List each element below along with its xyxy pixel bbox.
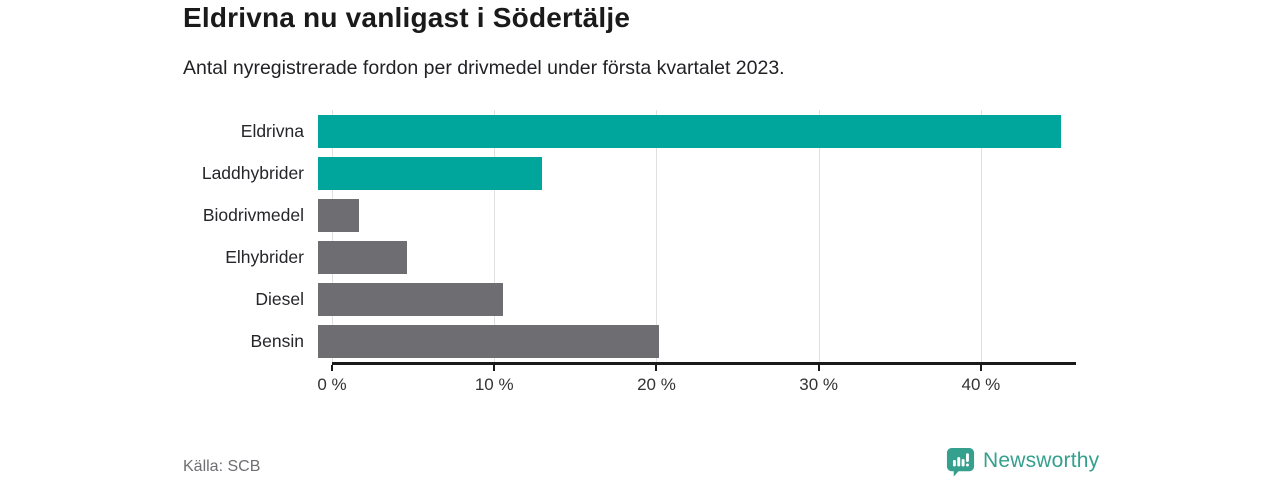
newsworthy-logo-icon (946, 447, 975, 477)
bar-diesel (318, 283, 503, 317)
chart-title: Eldrivna nu vanligast i Södertälje (183, 2, 631, 33)
bar-laddhybrider (318, 156, 542, 190)
bar-eldrivna (318, 114, 1061, 148)
tick-mark-40 (979, 364, 982, 371)
newsworthy-wordmark: Newsworthy (983, 449, 1100, 472)
bar-rows: Eldrivna Laddhybrider Biodrivmedel Elhybrid… (183, 110, 1075, 363)
bar-row: Laddhybrider (183, 152, 1075, 194)
bar-track (318, 279, 1061, 321)
category-label: Bensin (250, 331, 304, 352)
bar-track (318, 110, 1061, 152)
bar-row: Bensin (183, 321, 1075, 363)
x-axis-ticks: 0 % 10 % 20 % 30 % 40 % (317, 364, 1075, 405)
bar-track (318, 321, 1061, 363)
x-axis-line (332, 362, 1076, 365)
source-note: Källa: SCB (183, 458, 261, 475)
axis-tick-label: 30 % (799, 374, 839, 394)
bar-elhybrider (318, 241, 408, 275)
chart-subtitle: Antal nyregistrerade fordon per drivmede… (183, 57, 785, 79)
axis-tick-label: 0 % (317, 374, 347, 394)
newsworthy-logo: Newsworthy (945, 445, 1099, 477)
bar-biodrivmedel (318, 198, 359, 232)
bar-row: Elhybrider (183, 236, 1075, 278)
category-label: Eldrivna (240, 120, 304, 141)
tick-mark-0 (331, 364, 333, 371)
axis-tick-label: 20 % (637, 374, 676, 394)
bar-row: Diesel (183, 279, 1075, 321)
gridline-30 (818, 110, 820, 363)
category-label: Laddhybrider (201, 162, 304, 183)
axis-tick-label: 40 % (961, 374, 1001, 394)
bar-track (318, 152, 1061, 194)
gridline-10 (494, 110, 496, 363)
gridline-0 (332, 110, 333, 363)
tick-mark-30 (817, 364, 820, 371)
bar-row: Biodrivmedel (183, 194, 1075, 236)
gridline-40 (980, 110, 982, 363)
bar-track (318, 236, 1061, 278)
category-label: Diesel (255, 289, 304, 310)
tick-mark-10 (493, 364, 496, 371)
bar-bensin (318, 325, 659, 359)
category-label: Biodrivmedel (202, 204, 304, 225)
category-label: Elhybrider (225, 247, 304, 268)
bar-track (318, 194, 1061, 236)
plot-area (332, 110, 1075, 363)
bar-chart: Eldrivna Laddhybrider Biodrivmedel Elhybrid… (183, 110, 1076, 410)
bar-row: Eldrivna (183, 110, 1075, 152)
tick-mark-20 (655, 364, 658, 371)
axis-tick-label: 10 % (474, 374, 514, 394)
gridline-20 (656, 110, 658, 363)
